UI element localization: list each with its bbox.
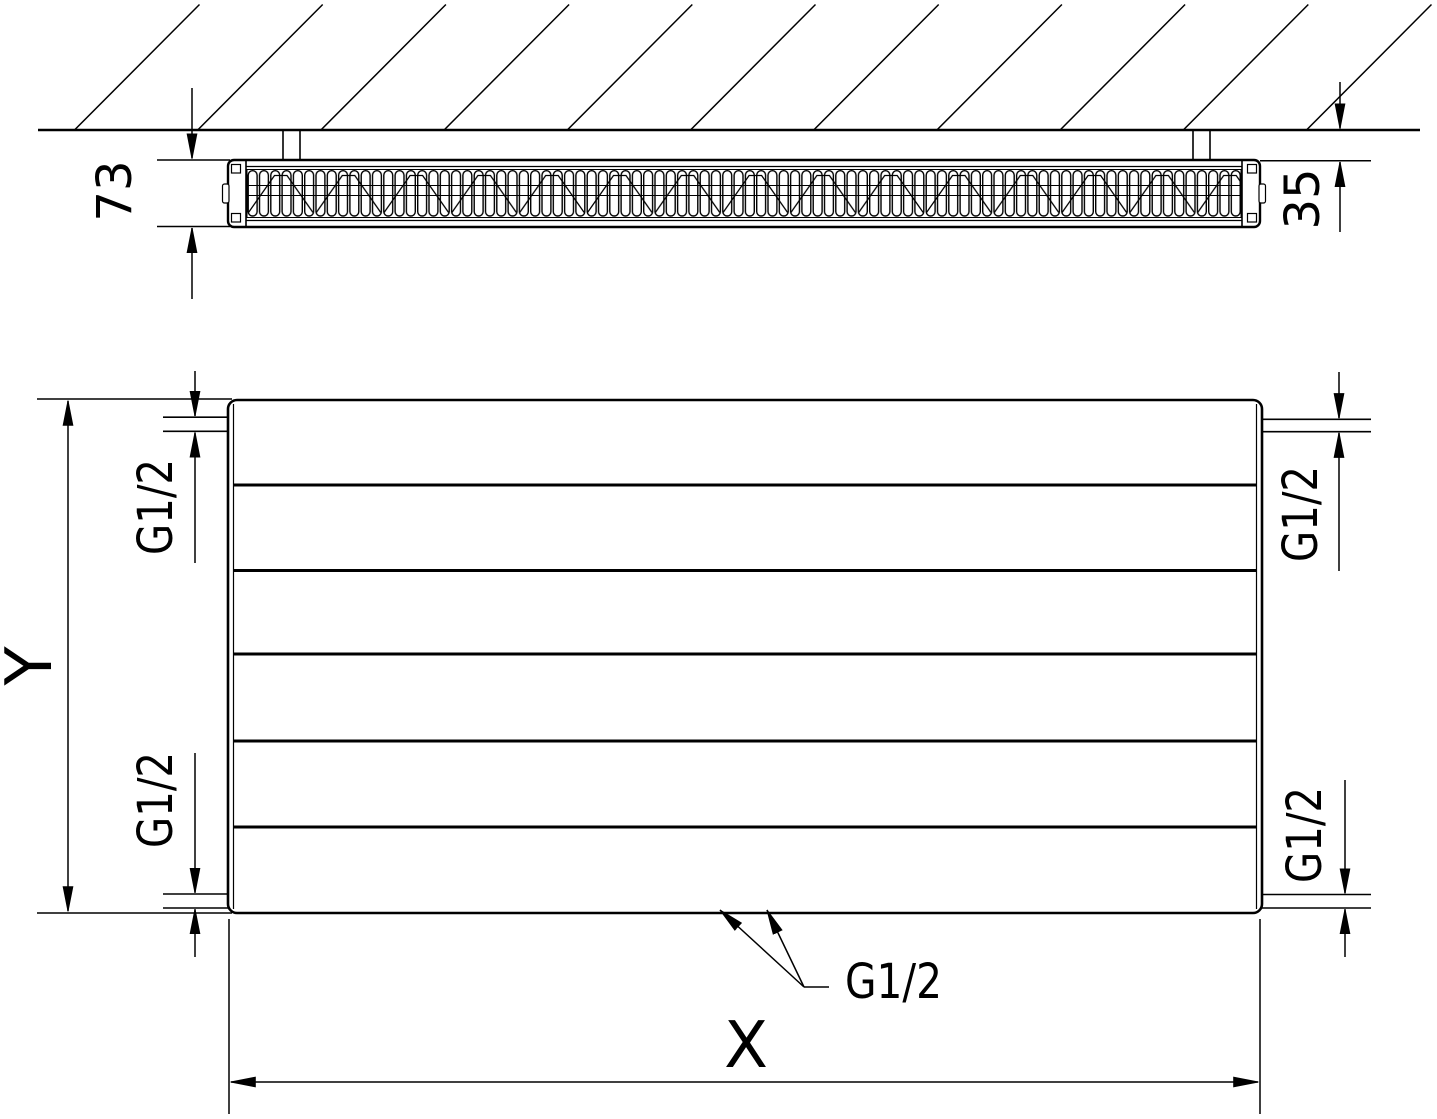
dim-depth — [157, 88, 230, 299]
dim-thread-bottom-right-value: G1/2 — [1277, 787, 1333, 883]
dim-thread-bottom-left-value: G1/2 — [128, 752, 184, 848]
dim-thread-top-left-value: G1/2 — [128, 459, 184, 555]
leader-thread-bottom-center — [719, 909, 829, 988]
dim-thread-top-right-value: G1/2 — [1273, 466, 1329, 562]
dim-width-label: X — [724, 1009, 768, 1083]
connection-stub-top-right — [1261, 418, 1371, 433]
connection-stub-top-left — [163, 416, 229, 433]
dim-thread-bottom-center-value: G1/2 — [845, 954, 942, 1010]
side-tab-left — [221, 183, 230, 204]
radiator-front-view — [163, 398, 1371, 915]
wall-bracket-right — [1192, 131, 1211, 159]
radiator-top-view — [221, 131, 1267, 229]
wall-hatching — [74, 3, 1433, 131]
dim-width — [228, 919, 1261, 1114]
wall-bracket-left — [282, 131, 301, 159]
convector-fins — [246, 169, 1242, 218]
connection-stub-bottom-right — [1261, 893, 1371, 909]
dim-height-label: Y — [0, 646, 67, 687]
dim-depth-value: 73 — [87, 160, 143, 221]
panel-outline — [226, 398, 1264, 915]
dim-wall-clearance-value: 35 — [1275, 168, 1331, 229]
panel-groove-lines — [233, 483, 1257, 829]
connection-stub-bottom-left — [163, 893, 229, 909]
side-tab-right — [1258, 183, 1267, 204]
dim-wall-clearance — [1260, 82, 1371, 232]
